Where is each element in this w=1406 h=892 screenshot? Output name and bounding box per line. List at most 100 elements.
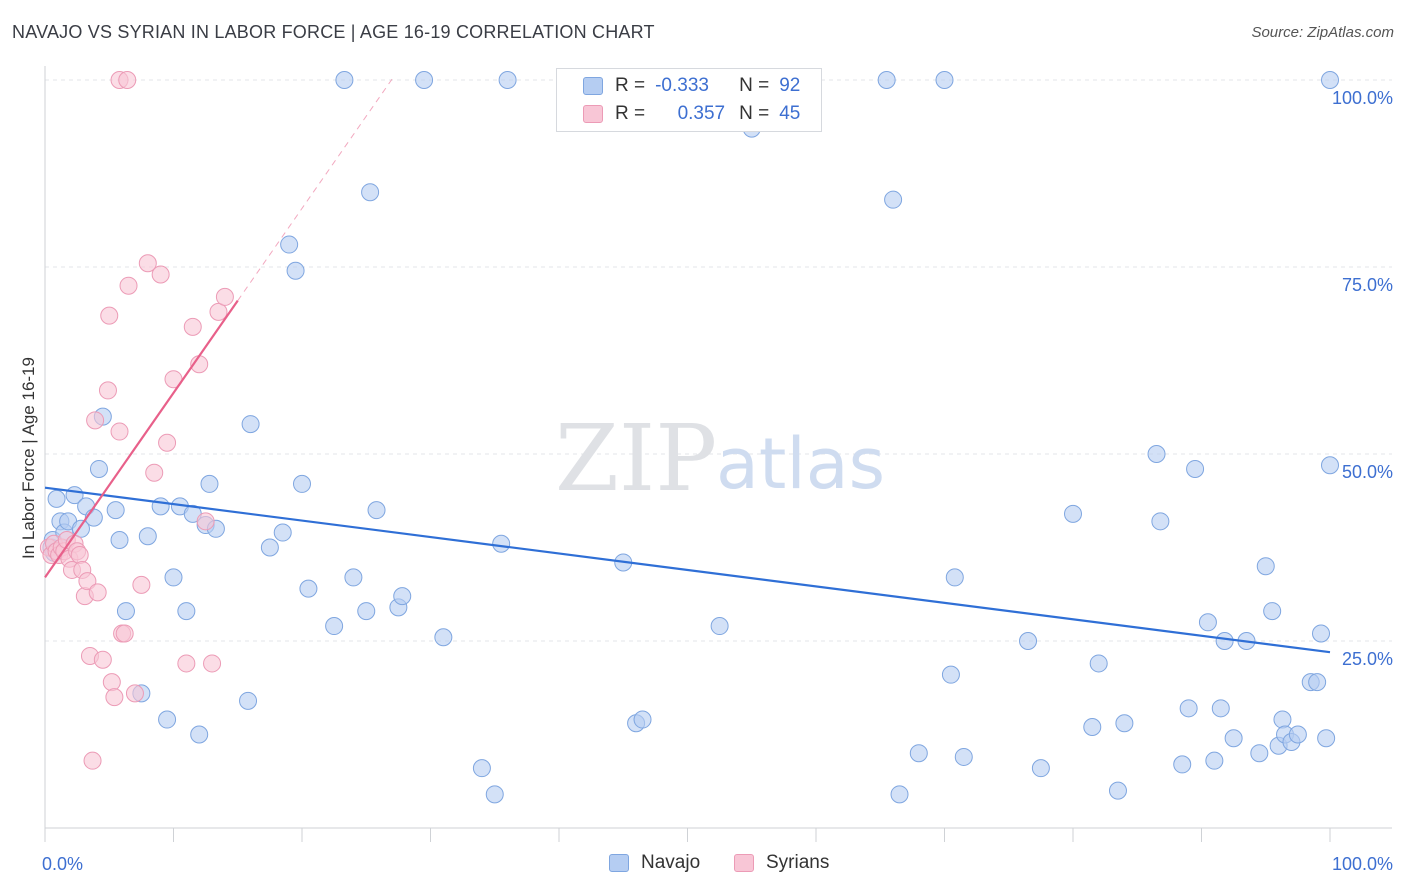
navajo-point-22 — [177, 602, 196, 621]
navajo-point-84 — [1263, 602, 1282, 621]
syrian-point-42 — [215, 287, 234, 306]
navajo-point-79 — [1215, 632, 1234, 650]
navajo-point-33 — [286, 261, 305, 280]
navajo-point-46 — [472, 759, 491, 778]
navajo-point-36 — [325, 617, 344, 636]
navajo-point-44 — [415, 71, 434, 89]
navajo-point-52 — [633, 710, 652, 729]
navajo-point-91 — [1308, 673, 1327, 692]
trend-lines — [44, 78, 1331, 654]
navajo-legend-swatch — [609, 854, 629, 872]
navajo-point-49 — [498, 71, 517, 89]
navajo-swatch — [583, 77, 603, 95]
navajo-point-76 — [1198, 613, 1217, 632]
navajo-point-64 — [1019, 632, 1038, 650]
syrian-point-20 — [93, 650, 112, 669]
navajo-r-label: R = — [615, 75, 646, 96]
syrian-point-25 — [110, 422, 129, 441]
syrian-r-value: 0.357 — [677, 103, 726, 124]
navajo-point-13 — [106, 501, 125, 520]
syrian-trend-extension — [237, 78, 393, 301]
syrian-point-39 — [196, 512, 215, 531]
syrian-point-44 — [118, 71, 137, 89]
navajo-point-15 — [116, 602, 135, 621]
legend-item-syrians[interactable]: Syrians — [734, 852, 829, 874]
navajo-point-18 — [151, 497, 170, 516]
navajo-point-34 — [293, 474, 311, 493]
syrian-point-17 — [83, 751, 102, 770]
syrian-point-37 — [183, 317, 202, 336]
syrian-point-15 — [78, 572, 97, 591]
navajo-point-47 — [485, 785, 504, 804]
syrian-point-30 — [132, 575, 151, 594]
navajo-point-58 — [890, 785, 909, 804]
navajo-n-value: 92 — [779, 75, 801, 96]
syrian-swatch — [583, 105, 603, 123]
axes — [44, 66, 1392, 842]
x-tick-labels: 0.0% 100.0% — [42, 854, 1393, 874]
y-tick-label-50: 50.0% — [1342, 462, 1393, 482]
syrian-point-29 — [125, 684, 144, 703]
series-legend: Navajo Syrians — [0, 852, 1406, 878]
syrian-r-label: R = — [615, 103, 646, 124]
navajo-point-63 — [954, 747, 973, 766]
navajo-point-80 — [1224, 729, 1243, 748]
navajo-legend-label: Navajo — [641, 852, 701, 873]
navajo-point-35 — [299, 579, 318, 598]
navajo-point-72 — [1151, 512, 1170, 531]
navajo-point-59 — [909, 744, 928, 763]
navajo-point-68 — [1089, 654, 1108, 673]
navajo-point-73 — [1173, 755, 1192, 774]
navajo-point-40 — [361, 183, 380, 202]
navajo-point-83 — [1256, 557, 1275, 576]
x-tick-label-100: 100.0% — [1332, 854, 1393, 874]
navajo-point-92 — [1312, 624, 1331, 643]
navajo-r-value: -0.333 — [655, 75, 709, 96]
navajo-point-78 — [1211, 699, 1230, 718]
navajo-point-94 — [1321, 456, 1339, 475]
navajo-point-61 — [941, 665, 960, 684]
syrian-point-33 — [151, 265, 170, 284]
navajo-point-69 — [1108, 781, 1127, 800]
legend-row-navajo: R = -0.333 N = 92 — [583, 73, 800, 99]
navajo-point-67 — [1083, 718, 1102, 737]
syrian-trend-line — [44, 300, 239, 579]
navajo-point-57 — [884, 190, 903, 209]
syrian-n-value: 45 — [779, 103, 801, 124]
syrian-point-41 — [209, 302, 228, 321]
navajo-point-28 — [239, 691, 258, 710]
navajo-point-48 — [492, 534, 511, 553]
x-tick-label-0: 0.0% — [42, 854, 83, 874]
navajo-point-70 — [1115, 714, 1134, 733]
navajo-point-71 — [1147, 445, 1166, 463]
syrian-legend-label: Syrians — [766, 852, 830, 873]
navajo-point-82 — [1250, 744, 1269, 763]
navajo-n-label: N = — [739, 75, 770, 96]
syrian-point-12 — [70, 545, 89, 564]
watermark-zip: ZIP — [555, 405, 717, 512]
navajo-point-74 — [1179, 699, 1198, 718]
navajo-point-11 — [89, 459, 108, 478]
navajo-point-62 — [945, 568, 964, 587]
legend-row-syrians: R = 0.357 N = 45 — [583, 101, 800, 127]
syrian-point-23 — [102, 673, 121, 692]
chart-title: NAVAJO VS SYRIAN IN LABOR FORCE | AGE 16… — [12, 22, 655, 42]
legend-item-navajo[interactable]: Navajo — [609, 852, 700, 874]
navajo-point-32 — [280, 235, 299, 254]
watermark-atlas: atlas — [716, 423, 885, 505]
navajo-point-41 — [367, 501, 386, 520]
navajo-point-20 — [164, 568, 183, 587]
navajo-point-86 — [1273, 710, 1292, 729]
navajo-point-45 — [434, 628, 453, 647]
navajo-point-29 — [241, 415, 260, 434]
syrian-legend-swatch — [734, 854, 754, 872]
navajo-point-56 — [877, 71, 896, 89]
navajo-point-19 — [158, 710, 177, 729]
y-tick-labels: 25.0% 50.0% 75.0% 100.0% — [1332, 88, 1393, 669]
navajo-point-39 — [357, 602, 376, 621]
navajo-point-65 — [1031, 759, 1050, 778]
navajo-point-31 — [273, 523, 292, 542]
correlation-legend: R = -0.333 N = 92 R = 0.357 N = 45 — [556, 68, 822, 132]
syrian-n-label: N = — [739, 103, 770, 124]
